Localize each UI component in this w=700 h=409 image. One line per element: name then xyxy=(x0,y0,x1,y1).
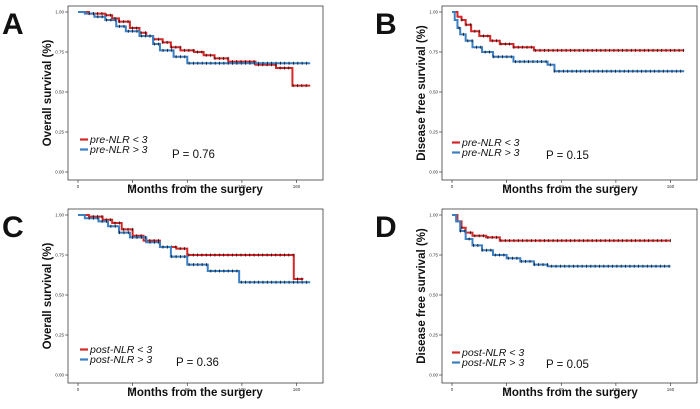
series-line-0 xyxy=(78,11,311,87)
x-tick-label: 120 xyxy=(612,184,620,189)
y-tick-label: 0.00 xyxy=(429,170,438,175)
p-value: P = 0.76 xyxy=(172,149,215,161)
legend-label: pre-NLR > 3 xyxy=(461,147,520,159)
x-tick-label: 0 xyxy=(451,184,454,189)
y-tick-label: 0.25 xyxy=(55,333,64,338)
panel-letter: D xyxy=(375,211,397,244)
y-axis-label: Overall survival (%) xyxy=(42,39,54,146)
series-line-1 xyxy=(78,11,311,65)
y-tick-label: 1.00 xyxy=(55,10,64,15)
panel-letter: B xyxy=(375,8,397,41)
y-tick-label: 0.00 xyxy=(429,373,438,378)
y-tick-label: 0.75 xyxy=(429,50,438,55)
y-tick-label: 1.00 xyxy=(55,213,64,218)
y-axis-label: Overall survival (%) xyxy=(42,242,54,349)
legend-label: post-NLR < 3 xyxy=(89,344,152,356)
legend-label: pre-NLR > 3 xyxy=(89,144,148,156)
x-tick-label: 40 xyxy=(130,184,136,189)
panel-c: C 0.00 0.25 0.50 0.75 1.00 0 40 80 120 160 Overall … xyxy=(2,208,324,399)
y-tick-label: 0.00 xyxy=(55,373,64,378)
x-tick-label: 80 xyxy=(559,387,565,392)
y-tick-label: 0.50 xyxy=(429,90,438,95)
x-tick-label: 0 xyxy=(77,387,80,392)
p-value: P = 0.05 xyxy=(546,359,589,371)
x-tick-label: 120 xyxy=(238,184,246,189)
y-tick-label: 0.75 xyxy=(429,253,438,258)
y-tick-label: 0.50 xyxy=(55,293,64,298)
p-value: P = 0.36 xyxy=(176,357,219,369)
y-tick-label: 1.00 xyxy=(429,10,438,15)
panel-letter: A xyxy=(2,8,24,41)
series-line-0 xyxy=(452,11,685,52)
series-line-1 xyxy=(452,11,685,73)
x-tick-label: 120 xyxy=(238,387,246,392)
y-tick-label: 1.00 xyxy=(429,213,438,218)
series-line-0 xyxy=(452,214,671,242)
x-axis-label: Months from the surgery xyxy=(502,387,638,399)
y-tick-label: 0.00 xyxy=(55,170,64,175)
panel-b: B 0.00 0.25 0.50 0.75 1.00 0 40 80 120 160 Disease … xyxy=(375,5,698,196)
x-tick-label: 160 xyxy=(293,184,301,189)
x-tick-label: 160 xyxy=(667,184,675,189)
plot-frame xyxy=(441,208,698,384)
x-axis-label: Months from the surgery xyxy=(127,184,263,196)
legend-label: pre-NLR < 3 xyxy=(89,134,148,146)
panel-d: D 0.00 0.25 0.50 0.75 1.00 0 40 80 120 160 Disease … xyxy=(375,208,698,399)
x-axis-label: Months from the surgery xyxy=(502,184,638,196)
y-tick-label: 0.75 xyxy=(55,253,64,258)
x-tick-label: 160 xyxy=(293,387,301,392)
legend-label: post-NLR > 3 xyxy=(461,357,524,369)
legend-label: pre-NLR < 3 xyxy=(461,137,520,149)
legend-label: post-NLR < 3 xyxy=(461,347,524,359)
plot-frame xyxy=(441,5,698,181)
x-tick-label: 80 xyxy=(185,184,191,189)
x-tick-label: 160 xyxy=(667,387,675,392)
x-tick-label: 0 xyxy=(77,184,80,189)
x-tick-label: 0 xyxy=(451,387,454,392)
plot-frame xyxy=(67,5,324,181)
x-tick-label: 80 xyxy=(559,184,565,189)
x-tick-label: 40 xyxy=(504,184,510,189)
panel-letter: C xyxy=(2,211,24,244)
y-tick-label: 0.25 xyxy=(429,333,438,338)
series-line-1 xyxy=(78,214,311,284)
series-line-0 xyxy=(78,214,304,280)
y-tick-label: 0.50 xyxy=(429,293,438,298)
x-axis-label: Months from the surgery xyxy=(127,387,263,399)
y-tick-label: 0.75 xyxy=(55,50,64,55)
y-axis-label: Disease free survival (%) xyxy=(416,25,428,161)
y-axis-label: Disease free survival (%) xyxy=(416,228,428,364)
x-tick-label: 120 xyxy=(612,387,620,392)
y-tick-label: 0.50 xyxy=(55,90,64,95)
x-tick-label: 40 xyxy=(130,387,136,392)
panel-a: A 0.00 0.25 0.50 0.75 1.00 0 40 80 120 160 Overall … xyxy=(2,5,324,196)
legend-label: post-NLR > 3 xyxy=(89,354,152,366)
x-tick-label: 80 xyxy=(185,387,191,392)
plot-frame xyxy=(67,208,324,384)
series-line-1 xyxy=(452,214,671,268)
y-tick-label: 0.25 xyxy=(55,130,64,135)
x-tick-label: 40 xyxy=(504,387,510,392)
p-value: P = 0.15 xyxy=(546,150,589,162)
y-tick-label: 0.25 xyxy=(429,130,438,135)
